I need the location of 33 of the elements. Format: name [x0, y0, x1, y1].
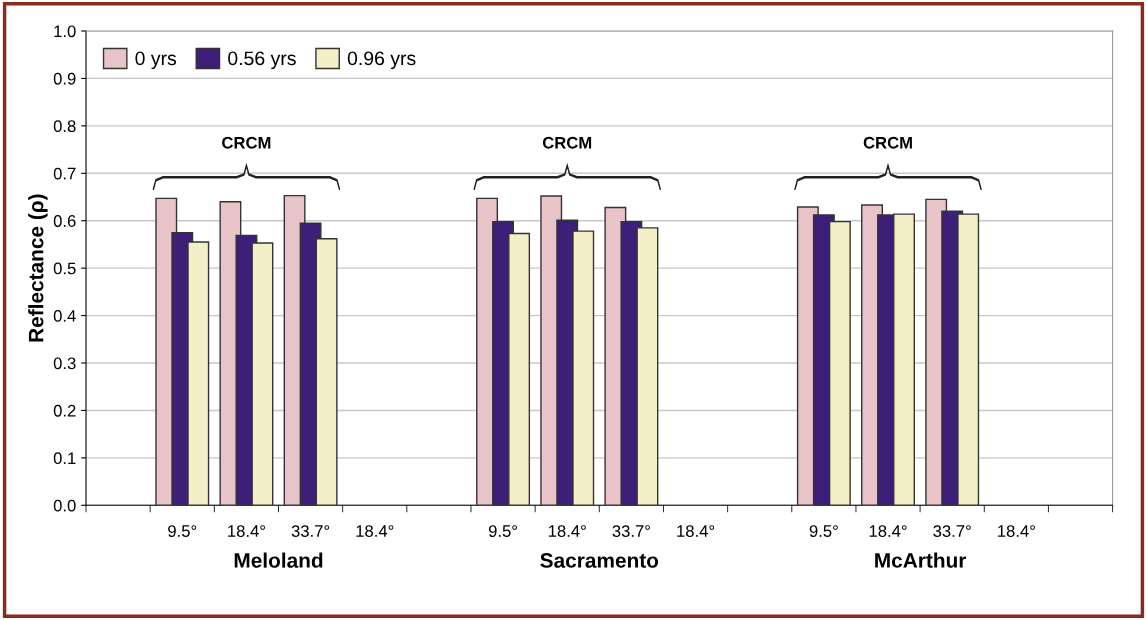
x-tick-label: 18.4° — [356, 525, 394, 537]
x-tick-label: 18.4° — [998, 525, 1035, 537]
y-tick-label: 0.9 — [53, 72, 76, 85]
x-tick-label: 33.7° — [933, 525, 971, 537]
y-tick-label: 0.6 — [53, 215, 76, 227]
text: McArthur — [875, 552, 967, 568]
legend-label: 0.56 yrs — [228, 51, 296, 70]
x-tick-label: 9.5° — [168, 525, 197, 537]
annotation: CRCM — [863, 136, 912, 149]
x-tick-label: 33.7° — [291, 525, 330, 537]
x-tick-label: 33.7° — [612, 525, 650, 537]
x-tick-label: 9.5° — [809, 525, 838, 537]
y-axis-title: Reflectance (ρ) — [28, 194, 48, 342]
y-tick-label: 0.2 — [53, 404, 76, 417]
y-tick-label: 0.4 — [53, 309, 76, 322]
text: Meloland — [234, 552, 323, 568]
y-tick-label: 1.0 — [54, 25, 76, 38]
x-tick-label: 18.4° — [228, 525, 265, 537]
annotation: CRCM — [542, 136, 592, 149]
annotation: CRCM — [222, 136, 271, 149]
y-tick-label: 0.8 — [53, 120, 76, 133]
text: Sacramento — [540, 553, 659, 568]
legend-label: 0 yrs — [135, 51, 177, 70]
y-tick-label: 0.1 — [53, 452, 76, 465]
x-tick-label: 18.4° — [548, 525, 586, 537]
x-tick-label: 18.4° — [677, 525, 715, 537]
x-tick-label: 18.4° — [869, 525, 907, 537]
legend-label: 0.96 yrs — [347, 51, 416, 70]
y-tick-label: 0.5 — [53, 262, 76, 275]
y-tick-label: 0.7 — [53, 167, 76, 180]
y-tick-label: 0.3 — [53, 357, 76, 370]
x-tick-label: 9.5° — [488, 525, 517, 537]
y-tick-label: 0.0 — [53, 499, 76, 512]
